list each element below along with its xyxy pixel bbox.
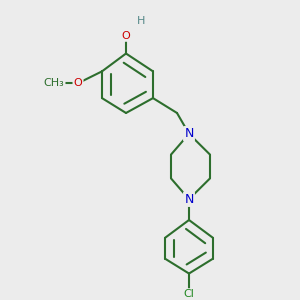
Text: O: O <box>122 31 130 41</box>
Text: H: H <box>137 16 145 26</box>
Text: Cl: Cl <box>184 289 194 299</box>
Text: O: O <box>74 78 82 88</box>
Text: N: N <box>184 193 194 206</box>
Text: CH₃: CH₃ <box>44 78 64 88</box>
Text: N: N <box>184 127 194 140</box>
